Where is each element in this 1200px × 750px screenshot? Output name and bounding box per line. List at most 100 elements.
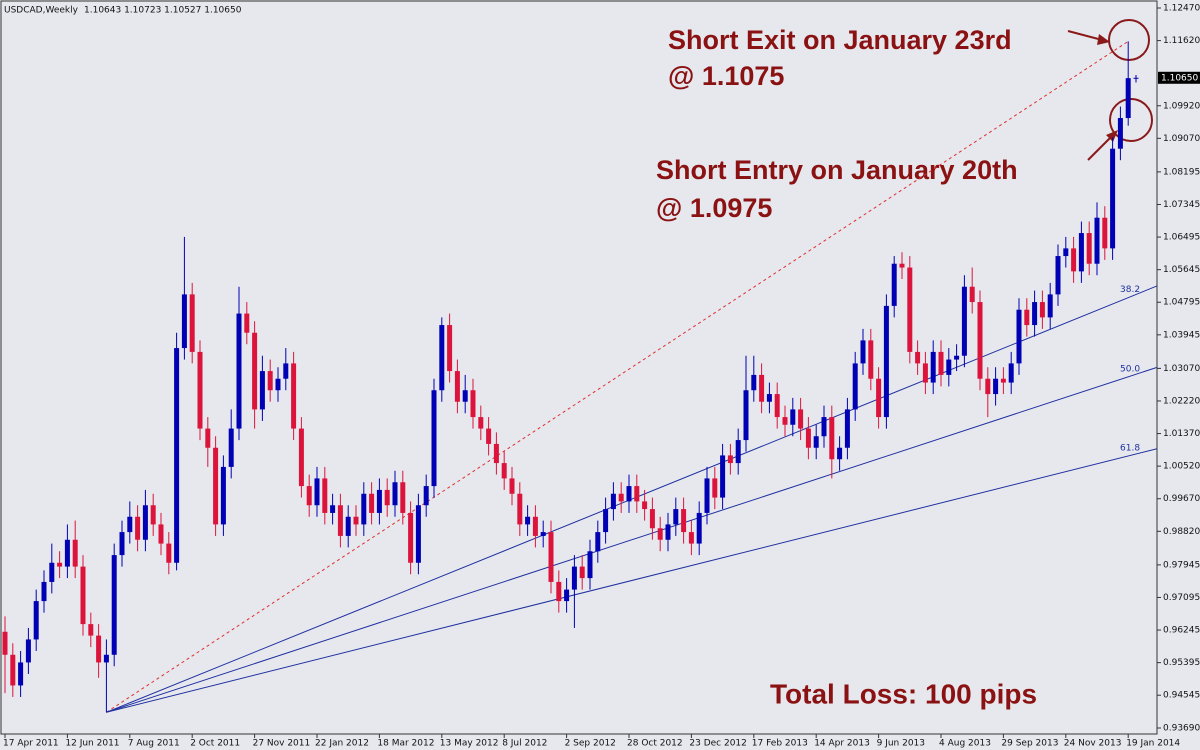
candle-body [696,512,702,544]
y-tick-label: 1.05645 [1163,265,1200,275]
candle-body [181,294,187,349]
y-tick-label: 1.11620 [1163,36,1200,46]
candle-body [96,635,102,663]
candle-body [283,363,289,379]
candle-body [774,394,780,418]
candle-body [291,363,297,429]
candle-body [1000,378,1006,383]
candle-body [259,371,265,410]
y-tick-label: 1.03070 [1163,364,1200,374]
x-tick-label: 12 Jun 2011 [65,739,119,749]
candle-body [954,355,960,360]
candle-body [1008,363,1014,383]
candle-body [829,417,835,460]
candle-body [142,505,148,540]
candle-body [150,505,156,525]
candle-body [1078,233,1084,272]
x-tick-label: 2 Oct 2011 [190,739,240,749]
candle-body [540,532,546,536]
candle-body [1024,309,1030,326]
candle-body [1094,217,1100,264]
callouts [1067,19,1153,161]
candle-body [392,482,398,506]
candle-body [735,440,741,464]
y-tick-label: 0.98820 [1163,527,1200,537]
x-tick-label: 23 Dec 2012 [689,739,747,749]
candle-body [564,589,570,602]
y-tick-label: 1.02220 [1163,396,1200,406]
candle-body [720,455,726,498]
candle-body [868,340,874,379]
candles [2,41,1139,713]
candle-body [57,562,63,567]
candle-body [517,493,523,525]
candle-body [103,654,109,663]
candle-body [759,374,765,402]
candle-body [712,478,718,498]
candle-body [782,417,788,425]
candle-body [595,532,601,552]
candle-body [642,501,648,510]
candle-body [49,562,55,582]
candle-body [961,286,967,356]
x-tick-label: 8 Jul 2012 [502,739,547,749]
candle-body [618,493,624,502]
candle-body [946,359,952,375]
candle-body [41,581,47,602]
candle-body [127,516,133,533]
arrow-head [1097,34,1110,45]
candle-body [361,493,367,525]
candle-body [876,378,882,418]
candle-body [1102,217,1108,249]
candle-body [821,417,827,437]
x-tick-label: 27 Nov 2011 [253,739,311,749]
x-tick-label: 13 May 2012 [440,739,499,749]
candle-body [766,394,772,402]
quote: 1.10643 1.10723 1.10527 1.10650 [84,6,242,16]
candle-body [369,493,375,513]
x-tick-label: 28 Oct 2012 [627,739,683,749]
last-price-label: 1.10650 [1161,73,1198,83]
candle-body [228,428,234,467]
candle-body [64,539,70,567]
candle-body [486,428,492,444]
candle-body [439,325,445,391]
last-price-box [1158,71,1200,84]
candle-body [634,486,640,502]
candle-body [977,302,983,379]
candle-body [751,374,757,391]
candle-body [525,516,531,525]
candle-body [493,443,499,464]
candle-body [915,351,921,364]
exit-circle [1108,19,1150,61]
candle-body [1117,118,1123,149]
candle-body [681,509,687,533]
x-tick-label: 17 Feb 2013 [752,739,808,749]
candle-body [298,428,304,487]
x-tick-label: 22 Jan 2012 [315,739,369,749]
candle-body [18,662,24,686]
y-tick-label: 0.96245 [1163,626,1200,636]
candle-body [985,378,991,395]
candle-body [665,524,671,540]
candle-body [220,466,226,525]
candle-body [213,447,219,525]
x-tick-label: 29 Sep 2013 [1001,739,1058,749]
candle-body [337,505,343,536]
candle-body [447,325,453,372]
candle-body [431,390,437,487]
candle-body [798,409,804,429]
annotation: Short Exit on January 23rd [668,25,1012,55]
entry-circle [1109,98,1153,142]
candle-body [688,532,694,544]
y-tick-label: 0.93690 [1163,724,1200,734]
x-tick-label: 24 Nov 2013 [1064,739,1122,749]
candle-body [883,305,889,418]
candle-body [306,486,312,506]
annotation: Short Entry on January 20th [656,155,1018,185]
candle-body [938,351,944,375]
candle-body [189,294,195,352]
candle-body [415,505,421,563]
x-tick-label: 4 Aug 2013 [939,739,991,749]
